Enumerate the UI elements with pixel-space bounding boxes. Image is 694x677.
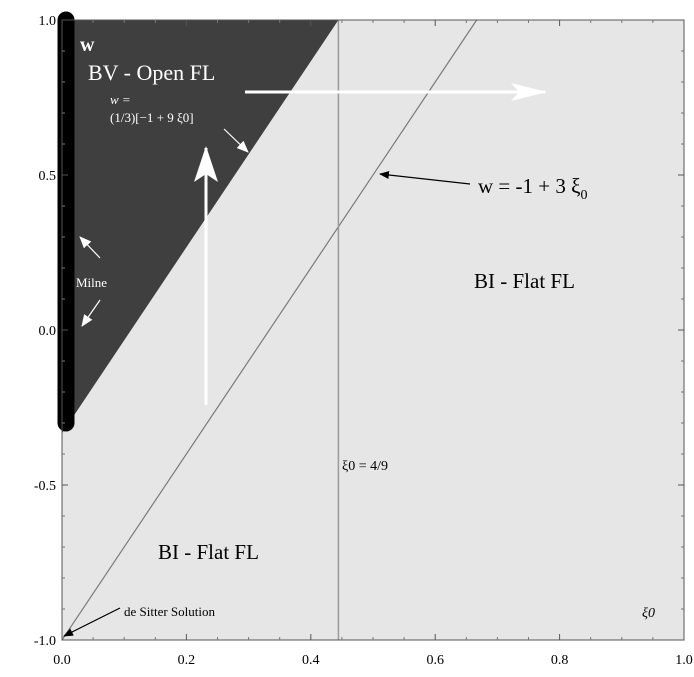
y-tick-label: 0.5 xyxy=(39,169,57,184)
boundary-formula-line2: (1/3)[−1 + 9 ξ0] xyxy=(110,110,194,125)
axis-tick-labels: 0.0 0.2 0.4 0.6 0.8 1.0 -1.0 -0.5 0.0 0.5 1.0 xyxy=(34,14,693,668)
arrow-milne-up xyxy=(79,236,101,259)
y-axis-name: w xyxy=(80,34,95,56)
vline-label: ξ0 = 4/9 xyxy=(342,459,388,474)
de-sitter-label: de Sitter Solution xyxy=(124,604,216,619)
region-bv-open xyxy=(62,20,339,434)
arrow-to-boundary xyxy=(223,128,249,153)
y-tick-label: -1.0 xyxy=(34,634,56,649)
diag-line-label: w = -1 + 3 ξ0 xyxy=(478,174,587,203)
x-tick-label: 0.6 xyxy=(426,653,444,668)
diag-line-label-sub: 0 xyxy=(580,188,587,203)
x-axis-name: ξ0 xyxy=(642,606,655,621)
region-right-label: BI - Flat FL xyxy=(474,269,575,293)
diag-line-label-main: w = -1 + 3 ξ xyxy=(478,174,580,198)
arrow-milne-down xyxy=(81,299,101,327)
x-tick-label: 0.4 xyxy=(302,653,320,668)
y-tick-label: 0.0 xyxy=(39,324,57,339)
y-tick-label: -0.5 xyxy=(34,479,56,494)
y-tick-label: 1.0 xyxy=(39,14,57,29)
arrow-de-sitter xyxy=(63,607,121,637)
x-tick-label: 1.0 xyxy=(675,653,693,668)
region-bottom-label: BI - Flat FL xyxy=(158,540,259,564)
milne-label: Milne xyxy=(76,275,107,290)
x-tick-label: 0.2 xyxy=(178,653,196,668)
line-w-minus1-plus3xi xyxy=(61,19,478,641)
x-tick-label: 0.8 xyxy=(551,653,569,668)
arrow-to-diag-line xyxy=(379,171,471,185)
region-bi-flat xyxy=(62,20,684,640)
x-tick-label: 0.0 xyxy=(53,653,71,668)
axis-ticks xyxy=(61,19,685,641)
region-top-label: BV - Open FL xyxy=(88,60,215,85)
boundary-formula-line1: w = xyxy=(110,92,131,107)
